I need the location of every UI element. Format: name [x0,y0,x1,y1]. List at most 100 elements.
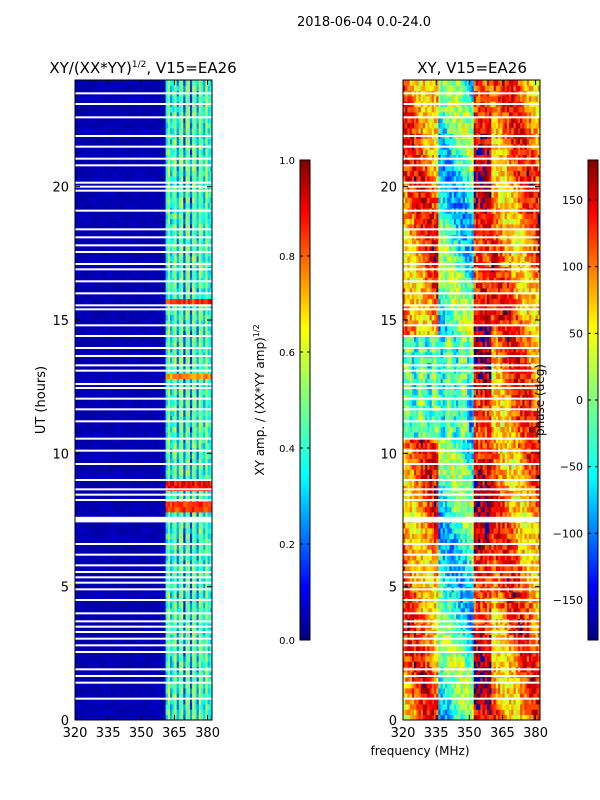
amplitude-cell [150,672,153,678]
amplitude-cell [196,570,200,577]
amplitude-cell [170,485,173,492]
amplitude-cell [128,560,131,566]
amplitude-cell [203,496,206,502]
amplitude-cell [172,554,175,561]
amplitude-cell [158,501,162,508]
amplitude-cell [97,416,100,422]
amplitude-cell [112,682,116,689]
amplitude-cell [196,410,200,417]
amplitude-cell [128,634,131,641]
amplitude-cell [123,592,127,598]
amplitude-cell [196,677,200,684]
amplitude-cell [136,378,140,385]
amplitude-cell [79,485,83,492]
amplitude-cell [174,656,178,662]
amplitude-cell [172,405,175,412]
amplitude-cell [174,400,178,406]
amplitude-cell [132,453,136,460]
amplitude-cell [119,704,122,710]
amplitude-cell [136,522,140,529]
amplitude-cell [187,538,191,545]
amplitude-cell [194,549,197,556]
amplitude-cell [128,661,131,668]
amplitude-cell [154,602,158,609]
amplitude-cell [125,538,129,545]
amplitude-cell [152,405,155,412]
amplitude-cell [183,506,186,513]
amplitude-cell [176,714,180,721]
amplitude-cell [145,501,149,508]
amplitude-cell [192,490,195,497]
amplitude-cell [79,656,83,662]
amplitude-cell [154,570,158,577]
amplitude-cell [92,442,96,449]
amplitude-cell [94,677,98,684]
amplitude-cell [205,528,208,534]
amplitude-cell [92,496,96,502]
amplitude-cell [167,544,171,550]
amplitude-cell [99,437,102,444]
amplitude-cell [194,608,197,614]
amplitude-cell [125,608,129,614]
amplitude-cell [134,570,138,577]
amplitude-cell [158,554,162,561]
amplitude-cell [152,549,155,556]
amplitude-cell [121,421,125,428]
amplitude-cell [174,693,178,700]
amplitude-cell [119,714,122,721]
amplitude-cell [185,485,189,492]
amplitude-cell [134,501,138,508]
amplitude-cell [121,682,125,689]
amplitude-cell [167,592,171,598]
amplitude-cell [86,373,89,380]
amplitude-cell [139,714,142,721]
amplitude-cell [145,570,149,577]
amplitude-cell [198,480,202,486]
amplitude-cell [178,570,182,577]
amplitude-cell [99,416,102,422]
amplitude-cell [130,645,133,652]
amplitude-cell [110,592,113,598]
amplitude-cell [165,554,169,561]
amplitude-cell [77,581,80,588]
amplitude-cell [86,608,89,614]
amplitude-cell [83,501,87,508]
amplitude-cell [90,512,94,518]
amplitude-cell [92,501,96,508]
amplitude-cell [189,672,193,678]
amplitude-cell [203,421,206,428]
amplitude-cell [92,437,96,444]
amplitude-cell [198,656,202,662]
amplitude-cell [156,458,160,465]
amplitude-cell [86,458,89,465]
amplitude-cell [196,544,200,550]
amplitude-cell [198,677,202,684]
amplitude-cell [139,442,142,449]
amplitude-cell [88,688,91,694]
amplitude-cell [114,437,118,444]
amplitude-cell [154,469,158,476]
amplitude-cell [132,634,136,641]
amplitude-cell [116,384,120,390]
amplitude-cell [172,581,175,588]
amplitude-cell [147,421,151,428]
amplitude-cell [192,682,195,689]
amplitude-cell [156,453,160,460]
amplitude-cell [128,645,131,652]
amplitude-cell [81,469,85,476]
amplitude-cell [105,442,109,449]
amplitude-cell [130,453,133,460]
amplitude-cell [176,650,180,657]
amplitude-cell [139,528,142,534]
amplitude-cell [119,709,122,716]
amplitude-cell [88,485,91,492]
amplitude-cell [116,688,120,694]
amplitude-cell [189,656,193,662]
amplitude-cell [139,656,142,662]
amplitude-cell [183,634,186,641]
amplitude-cell [116,640,120,646]
amplitude-cell [150,405,153,412]
amplitude-cell [141,613,144,620]
amplitude-cell [181,405,184,412]
amplitude-cell [176,426,180,433]
